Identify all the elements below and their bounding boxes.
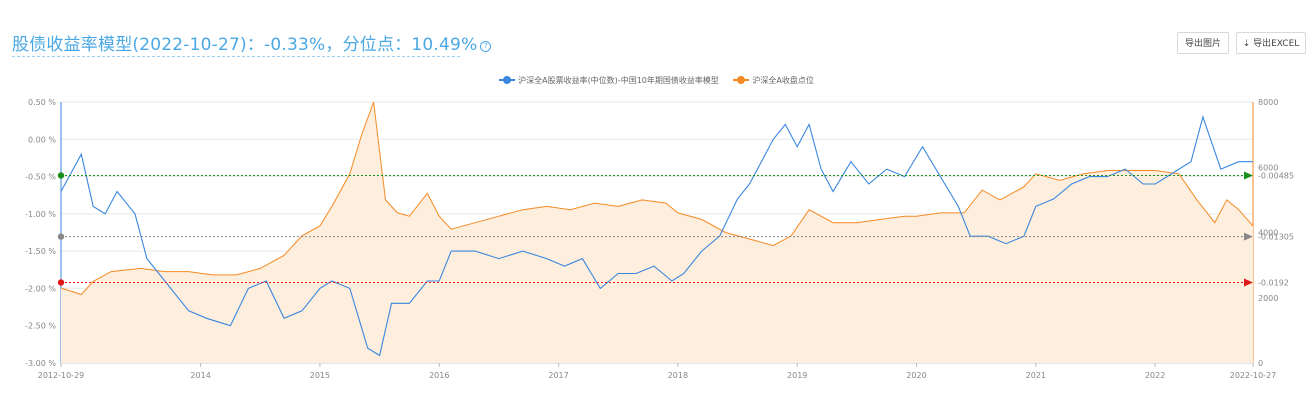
x-tick-label: 2018 — [668, 371, 688, 380]
export-excel-button[interactable]: ⇣ 导出EXCEL — [1236, 32, 1306, 54]
y-right-tick-label: 2000 — [1258, 294, 1278, 303]
reference-line-label: -0.01305 — [1258, 233, 1294, 242]
x-tick-label: 2020 — [906, 371, 926, 380]
legend-marker-blue — [499, 76, 516, 84]
x-tick-label: 2022 — [1145, 371, 1165, 380]
legend-label-index-close: 沪深全A收盘点位 — [752, 76, 814, 85]
x-tick-label: 2012-10-29 — [38, 371, 85, 380]
index-close-line[interactable] — [60, 101, 1254, 296]
help-icon[interactable]: ? — [480, 41, 492, 52]
legend-item-index-close[interactable]: 沪深全A收盘点位 — [733, 75, 814, 86]
export-image-button[interactable]: 导出图片 — [1177, 32, 1229, 54]
y-left-tick-label: -1.50 % — [25, 247, 56, 256]
y-right-tick-label: 8000 — [1258, 98, 1278, 107]
legend-label-yield-spread: 沪深全A股票收益率(中位数)-中国10年期国债收益率模型 — [518, 76, 719, 85]
chart-legend: 沪深全A股票收益率(中位数)-中国10年期国债收益率模型 沪深全A收盘点位 — [0, 75, 1313, 86]
y-left-tick-label: -0.50 % — [25, 173, 56, 182]
reference-start-marker — [57, 233, 65, 240]
reference-start-marker — [57, 279, 65, 286]
x-tick-label: 2016 — [429, 371, 449, 380]
yield-spread-line[interactable] — [60, 115, 1253, 357]
x-tick-label: 2015 — [310, 371, 330, 380]
y-left-tick-label: -1.00 % — [25, 210, 56, 219]
reference-end-marker — [1244, 171, 1253, 180]
title-underline — [12, 56, 460, 57]
title-text: 股债收益率模型(2022-10-27)：-0.33%，分位点：10.49% — [12, 35, 478, 55]
reference-start-marker — [57, 172, 65, 179]
legend-marker-orange — [733, 76, 750, 84]
reference-line-label: -0.0192 — [1258, 278, 1289, 287]
x-tick-label: 2014 — [190, 371, 210, 380]
x-tick-label: 2022-10-27 — [1230, 371, 1277, 380]
y-right-tick-label: 6000 — [1258, 163, 1278, 172]
y-left-tick-label: 0.50 % — [28, 98, 56, 107]
y-left-tick-label: -2.00 % — [25, 284, 56, 293]
x-tick-label: 2021 — [1026, 371, 1046, 380]
x-tick-label: 2017 — [548, 371, 568, 380]
x-tick-label: 2019 — [787, 371, 807, 380]
y-left-tick-label: 0.00 % — [28, 135, 56, 144]
reference-end-marker — [1244, 278, 1253, 287]
y-left-tick-label: -2.50 % — [25, 322, 56, 331]
y-right-tick-label: 4000 — [1258, 229, 1278, 238]
page-title: 股债收益率模型(2022-10-27)：-0.33%，分位点：10.49%? — [12, 30, 492, 55]
y-left-tick-label: -3.00 % — [25, 359, 56, 368]
reference-line-label: -0.00485 — [1258, 171, 1294, 180]
y-right-tick-label: 0 — [1258, 359, 1263, 368]
reference-end-marker — [1244, 232, 1253, 241]
index-close-area — [61, 102, 1253, 363]
legend-item-yield-spread[interactable]: 沪深全A股票收益率(中位数)-中国10年期国债收益率模型 — [499, 75, 719, 86]
